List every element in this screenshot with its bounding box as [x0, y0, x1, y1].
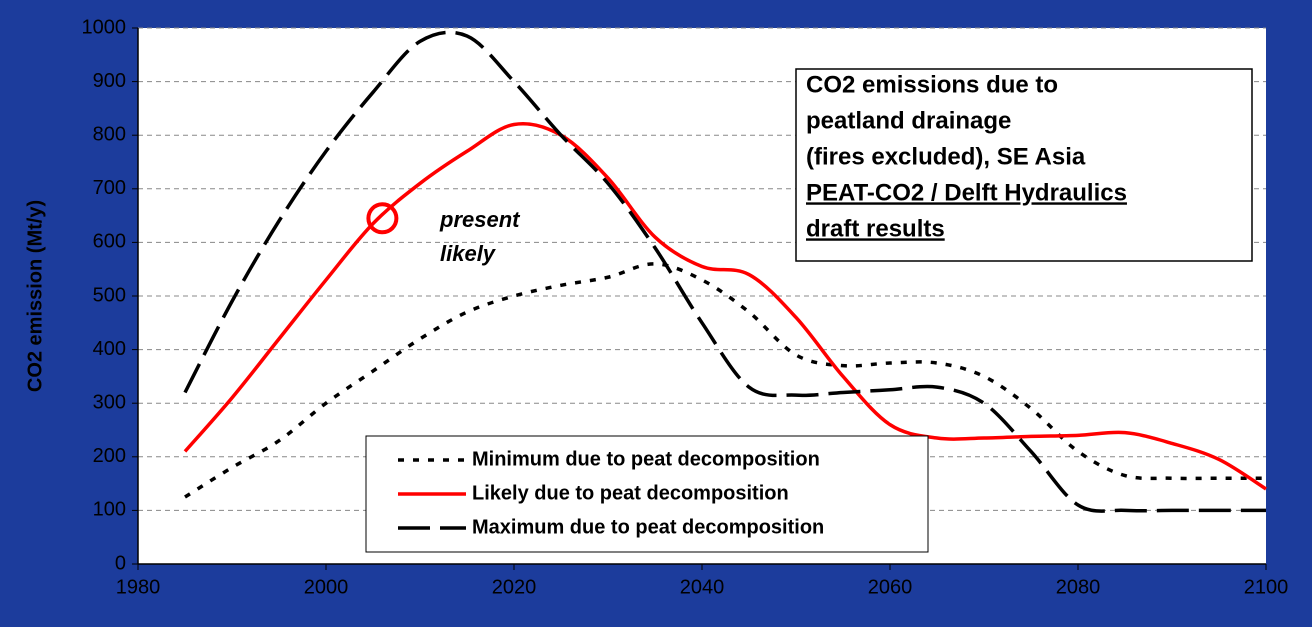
- y-tick-label: 800: [93, 123, 126, 145]
- annotation-text: likely: [440, 241, 497, 266]
- x-tick-label: 2040: [680, 576, 725, 598]
- legend-label: Minimum due to peat decomposition: [472, 448, 820, 470]
- x-tick-label: 1980: [116, 576, 161, 598]
- x-tick-label: 2060: [868, 576, 913, 598]
- y-tick-label: 100: [93, 499, 126, 521]
- x-tick-label: 2100: [1244, 576, 1289, 598]
- subtitle-line: draft results: [806, 215, 945, 242]
- y-tick-label: 200: [93, 445, 126, 467]
- y-tick-label: 500: [93, 284, 126, 306]
- x-tick-label: 2000: [304, 576, 349, 598]
- annotation-text: present: [439, 207, 521, 232]
- title-line: (fires excluded), SE Asia: [806, 143, 1086, 170]
- legend-label: Maximum due to peat decomposition: [472, 516, 824, 538]
- x-tick-label: 2080: [1056, 576, 1101, 598]
- series-line: [183, 122, 1267, 491]
- title-box: [795, 68, 1253, 262]
- y-axis-label: CO2 emission (Mt/y): [24, 200, 46, 392]
- y-tick-label: 400: [93, 338, 126, 360]
- present-marker: [366, 202, 399, 235]
- y-tick-label: 900: [93, 70, 126, 92]
- y-tick-label: 0: [115, 552, 126, 574]
- y-tick-label: 700: [93, 177, 126, 199]
- y-tick-label: 1000: [82, 16, 127, 38]
- subtitle-line: PEAT-CO2 / Delft Hydraulics: [806, 179, 1127, 206]
- y-tick-label: 600: [93, 231, 126, 253]
- x-tick-label: 2020: [492, 576, 537, 598]
- series-line: [184, 262, 1266, 499]
- y-tick-label: 300: [93, 391, 126, 413]
- legend-label: Likely due to peat decomposition: [472, 482, 789, 504]
- series-line: [183, 30, 1266, 513]
- title-line: CO2 emissions due to: [806, 71, 1058, 98]
- title-line: peatland drainage: [806, 107, 1011, 134]
